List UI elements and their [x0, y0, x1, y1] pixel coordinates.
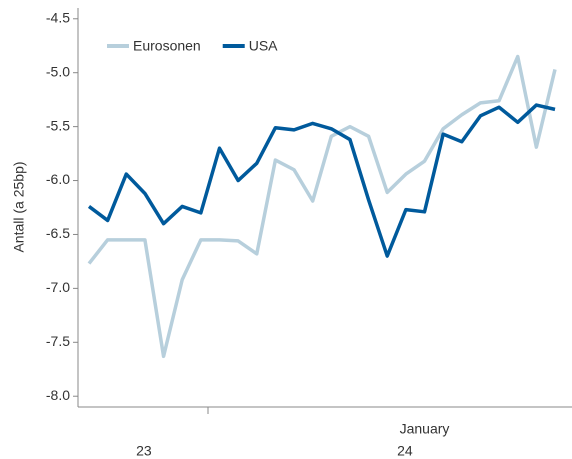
- y-tick-label: -6.0: [46, 171, 70, 187]
- y-tick-label: -8.0: [46, 387, 70, 403]
- y-axis-label: Antall (a 25bp): [11, 161, 27, 252]
- y-tick-label: -7.5: [46, 333, 70, 349]
- y-tick-label: -4.5: [46, 9, 70, 25]
- x-year-label: 24: [397, 443, 413, 459]
- legend-label: USA: [249, 38, 278, 54]
- y-tick-label: -7.0: [46, 279, 70, 295]
- y-tick-label: -5.0: [46, 63, 70, 79]
- x-tick-label: January: [400, 421, 450, 437]
- y-tick-label: -6.5: [46, 225, 70, 241]
- series-line: [87, 103, 556, 258]
- series-line: [87, 54, 557, 359]
- legend-label: Eurosonen: [133, 38, 201, 54]
- x-year-label: 23: [136, 443, 152, 459]
- y-tick-label: -5.5: [46, 117, 70, 133]
